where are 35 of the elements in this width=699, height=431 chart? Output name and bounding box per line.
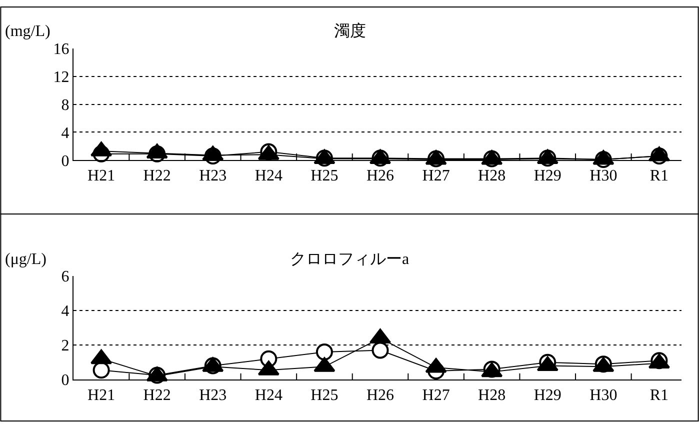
chart-title: 濁度 [334,22,366,40]
x-tick-label: H23 [199,167,227,184]
x-tick-label: H24 [254,386,282,404]
y-tick-label: 6 [61,268,70,286]
x-tick-label: H24 [254,167,282,184]
y-tick-label: 4 [61,124,70,142]
y-tick-label: 16 [53,41,70,58]
x-tick-label: H28 [478,167,506,184]
y-tick-label: 2 [61,338,70,355]
y-axis-title: (mg/L) [5,23,50,40]
x-tick-label: H25 [310,386,338,404]
y-axis-title: (μg/L) [5,251,46,268]
x-tick-label: R1 [650,167,669,184]
chart-title: クロロフィルーa [290,251,410,268]
y-tick-label: 0 [61,152,70,170]
x-tick-label: H22 [143,386,171,404]
x-tick-label: H27 [422,167,450,184]
x-tick-label: H27 [422,386,450,404]
x-tick-label: H25 [310,167,338,184]
x-tick-label: H29 [534,167,562,184]
y-tick-label: 8 [61,96,70,114]
x-tick-label: H21 [88,167,116,184]
y-tick-label: 4 [61,303,70,320]
x-tick-label: R1 [650,386,669,404]
x-tick-label: H30 [590,167,618,184]
x-tick-label: H26 [366,167,394,184]
x-tick-label: H26 [366,386,394,404]
y-tick-label: 0 [61,372,70,390]
y-tick-label: 12 [53,68,70,86]
x-tick-label: H23 [199,386,227,404]
x-tick-label: H28 [478,386,506,404]
x-tick-label: H29 [534,386,562,404]
x-tick-label: H22 [143,167,171,184]
x-tick-label: H30 [590,386,618,404]
x-tick-label: H21 [88,386,116,404]
